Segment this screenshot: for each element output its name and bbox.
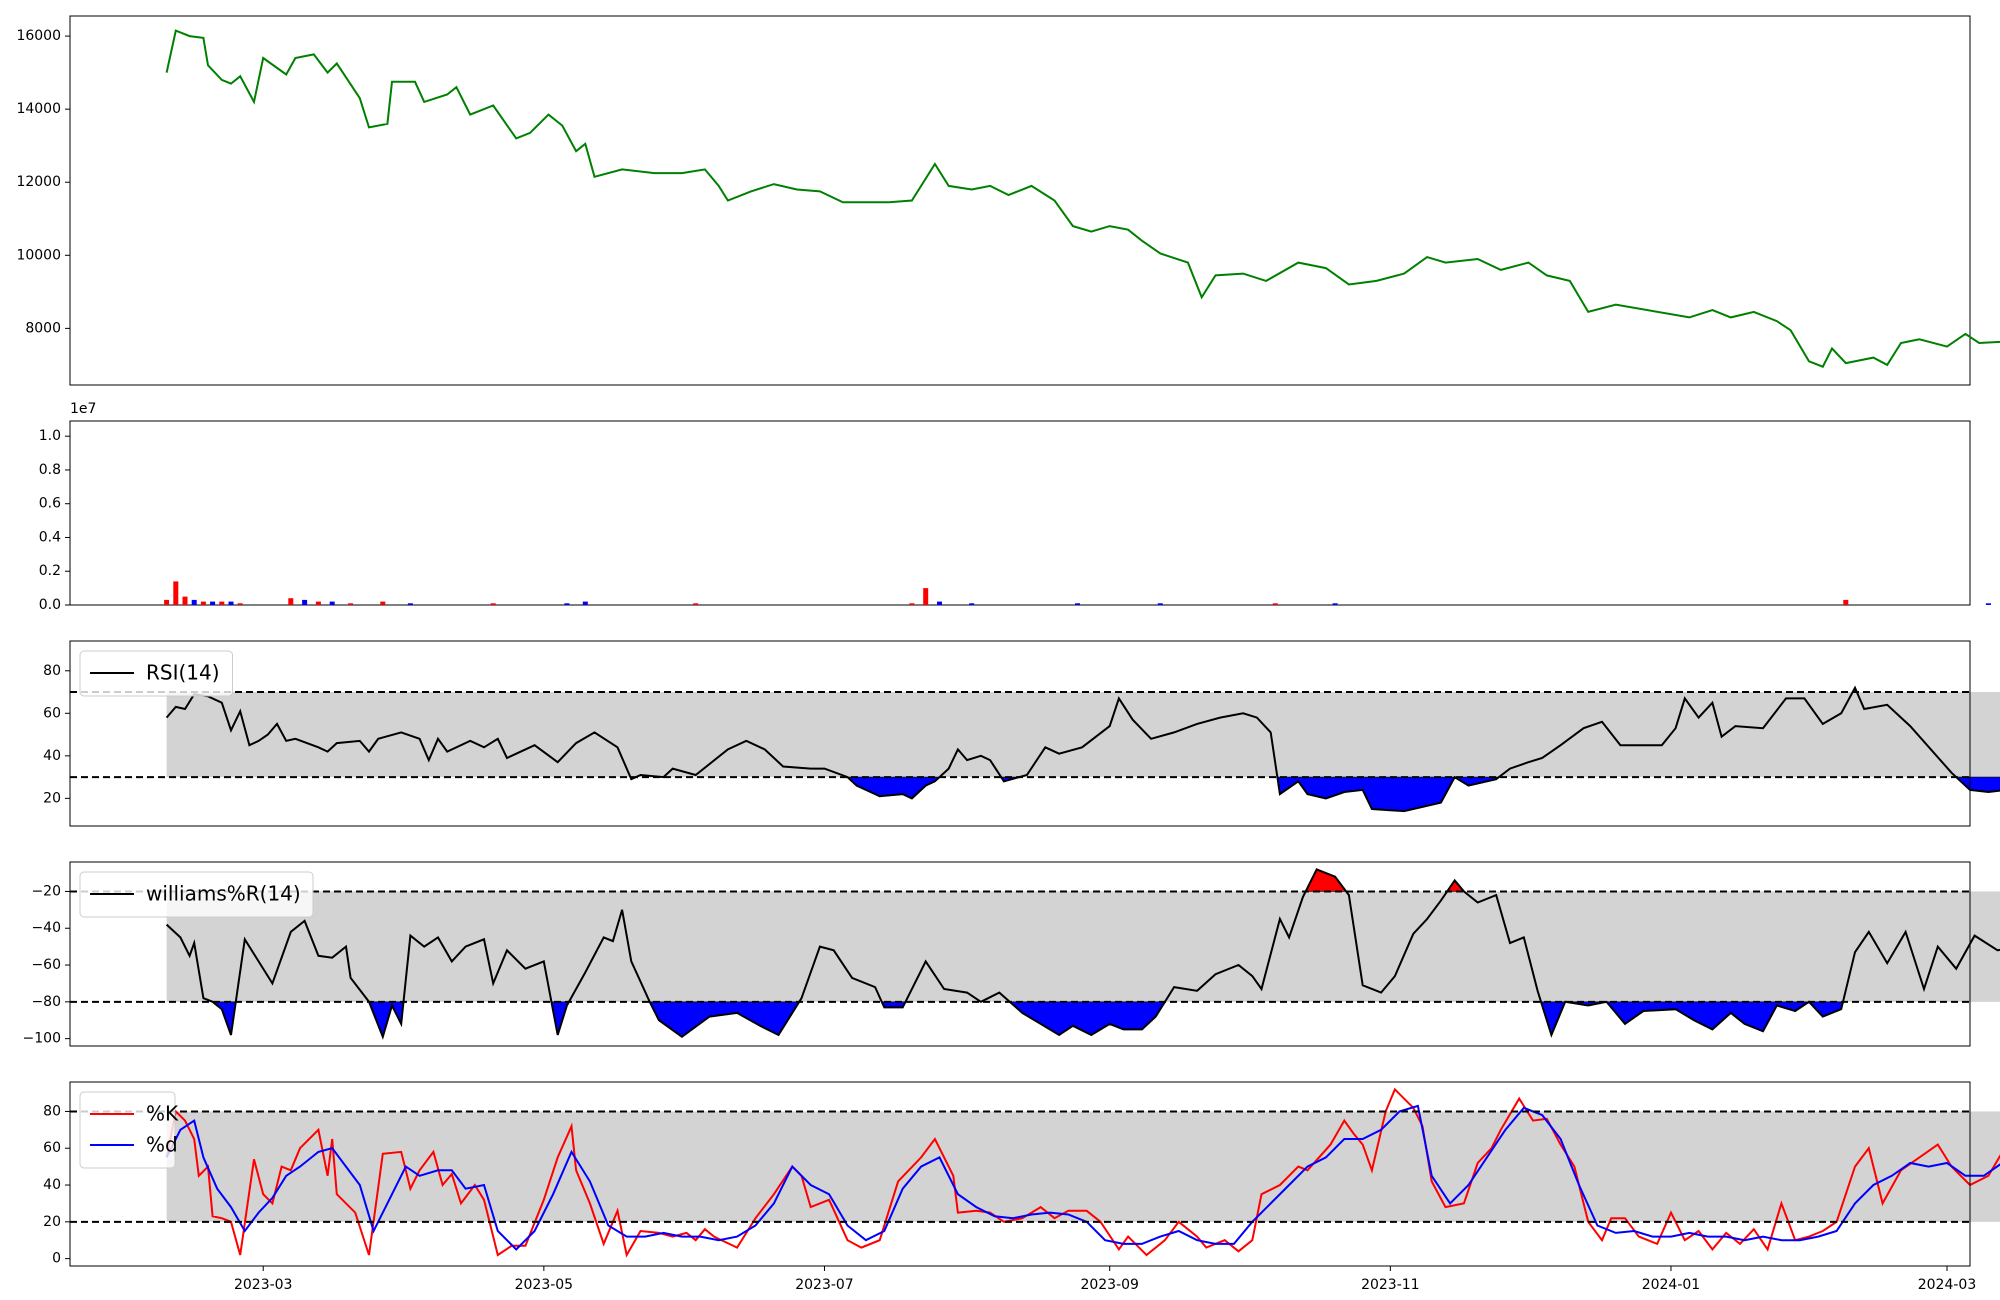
volume-ytick-label: 0.6 [39, 496, 61, 512]
volume-bar [302, 599, 308, 605]
volume-bars [164, 581, 1991, 605]
volume-bar [182, 596, 188, 605]
rsi-panel-frame [69, 640, 1971, 827]
volume-ytick-label: 0.8 [39, 462, 61, 478]
volume-panel-frame [69, 420, 1971, 606]
williams-band [166, 891, 2000, 1002]
volume-bar [909, 603, 915, 605]
williams-ytick-label: −80 [31, 994, 61, 1010]
volume-bar [1843, 599, 1849, 605]
volume-bar [288, 598, 294, 605]
stoch-ytick-label: 20 [43, 1214, 61, 1230]
price-ytick-label: 16000 [16, 28, 61, 44]
legend-box [79, 1091, 176, 1169]
williams-series-0 [165, 868, 2000, 1040]
volume-bar [1272, 603, 1278, 605]
volume-bar [329, 601, 335, 605]
volume-bar [191, 599, 197, 605]
williams-ytick-label: −100 [23, 1031, 61, 1047]
volume-bar [1075, 603, 1080, 605]
volume-bar [1332, 603, 1338, 605]
stoch-ytick-label: 0 [52, 1251, 61, 1267]
volume-bar [969, 603, 975, 605]
stoch-ytick-label: 40 [43, 1177, 61, 1193]
rsi-ytick-label: 60 [43, 705, 61, 721]
volume-bar [219, 601, 225, 605]
xtick-label: 2023-09 [1080, 1277, 1139, 1293]
price-ytick-label: 12000 [16, 174, 61, 190]
rsi-ytick-label: 20 [43, 790, 61, 806]
volume-bar [564, 603, 570, 605]
volume-bar [210, 601, 216, 605]
stoch-ytick-label: 60 [43, 1140, 61, 1156]
price-panel-frame [69, 15, 1971, 386]
rsi-oversold-fill [1955, 776, 2000, 793]
legend-label-0: williams%R(14) [146, 882, 301, 906]
stoch-series-1 [165, 1104, 2000, 1251]
price-ytick-label: 14000 [16, 101, 61, 117]
stoch-ytick-label: 80 [43, 1103, 61, 1119]
volume-offset-text: 1e7 [70, 401, 96, 417]
volume-ytick-label: 0.4 [39, 529, 61, 545]
rsi-line-0 [165, 685, 2000, 813]
xtick-label: 2024-03 [1918, 1277, 1977, 1293]
volume-bar [582, 601, 588, 605]
rsi-ytick-label: 40 [43, 748, 61, 764]
volume-bar [1985, 603, 1991, 605]
volume-bar [228, 601, 234, 605]
legend-box [79, 871, 314, 918]
volume-bar [200, 601, 206, 605]
xtick-label: 2023-11 [1361, 1277, 1420, 1293]
xtick-label: 2023-07 [795, 1277, 854, 1293]
xtick-label: 2023-03 [234, 1277, 293, 1293]
price-series [165, 29, 2000, 368]
legend-box [79, 650, 233, 697]
rsi-band [166, 692, 2000, 778]
volume-bar [1157, 603, 1163, 605]
volume-bar [923, 588, 929, 605]
price-line [165, 29, 2000, 368]
volume-bar [164, 599, 170, 605]
xtick-label: 2024-01 [1642, 1277, 1701, 1293]
volume-bar [380, 601, 386, 605]
volume-bar [237, 603, 243, 605]
williams-ytick-label: −20 [31, 883, 61, 899]
stoch-series-0 [165, 1087, 2000, 1258]
williams-panel-frame [69, 861, 1971, 1047]
stoch-line-1 [165, 1104, 2000, 1251]
rsi-series-0 [165, 685, 2000, 813]
williams-ytick-label: −40 [31, 920, 61, 936]
stoch-panel-frame [69, 1081, 1971, 1267]
volume-bar [407, 603, 413, 605]
price-ytick-label: 10000 [16, 247, 61, 263]
volume-bar [348, 603, 354, 605]
legend-label-1: %d [146, 1133, 178, 1157]
volume-bar [937, 601, 942, 605]
volume-bar [173, 581, 179, 605]
volume-ytick-label: 0.2 [39, 563, 61, 579]
williams-oversold-fill [649, 1001, 800, 1038]
volume-bar [315, 601, 321, 605]
volume-bar [490, 603, 496, 605]
williams-ytick-label: −60 [31, 957, 61, 973]
volume-ytick-label: 1.0 [39, 428, 61, 444]
rsi-ytick-label: 80 [43, 663, 61, 679]
xtick-label: 2023-05 [515, 1277, 574, 1293]
legend-label-0: RSI(14) [146, 661, 220, 685]
williams-line-0 [165, 868, 2000, 1040]
price-ytick-label: 8000 [25, 320, 61, 336]
volume-bar [693, 603, 699, 605]
stoch-band [166, 1111, 2000, 1222]
legend-label-0: %K [146, 1102, 179, 1126]
stoch-line-0 [165, 1087, 2000, 1258]
volume-ytick-label: 0.0 [39, 597, 61, 613]
